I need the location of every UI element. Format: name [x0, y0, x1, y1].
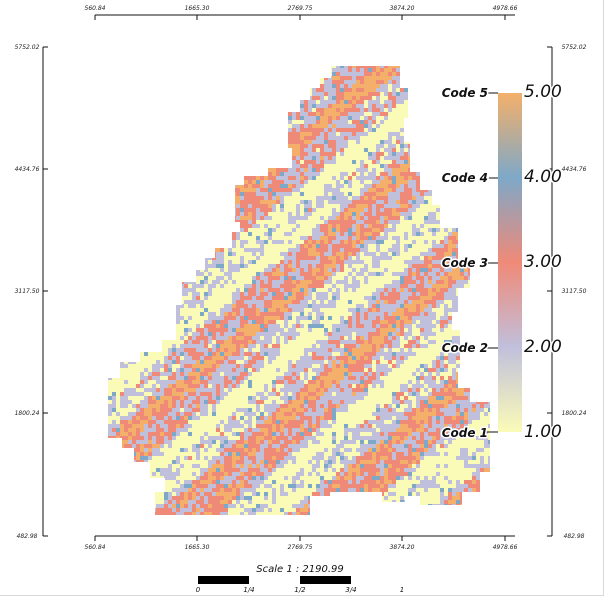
legend-code-1: Code 1: [442, 426, 488, 440]
x-ticks-bottom: 560.84 1665.30 2769.75 3874.20 4978.66: [85, 536, 518, 551]
scale-segment-2: [249, 576, 300, 584]
legend-value-1: 1.00: [524, 422, 562, 442]
x-tick-top-1: 1665.30: [185, 5, 210, 20]
y-tick-right-1: 4434.76: [547, 166, 587, 173]
scale-tick-2: 1/2: [294, 586, 306, 594]
x-tick-top-2: 2769.75: [288, 5, 313, 20]
x-tick-top-3: 3874.20: [390, 5, 415, 20]
x-tick-bottom-2: 2769.75: [288, 536, 313, 551]
x-tick-top-4: 4978.66: [493, 5, 518, 20]
raster-region: [108, 66, 490, 515]
legend-entry-3: Code 3 3.00: [440, 251, 563, 274]
x-tick-bottom-1: 1665.30: [185, 536, 210, 551]
legend-entry-4: Code 4 4.00: [440, 166, 563, 189]
legend: Code 5 5.00 Code 4 4.00 Code 3 3.00 Code…: [440, 81, 563, 444]
y-ticks-right: 5752.02 4434.76 3117.50 1800.24 482.98: [547, 44, 587, 540]
legend-code-5: Code 5: [442, 86, 488, 100]
legend-entry-5: Code 5 5.00: [440, 81, 563, 104]
scale-label: Scale 1 : 2190.99: [256, 564, 344, 575]
legend-value-5: 5.00: [524, 82, 562, 102]
scale-segment-1: [198, 576, 249, 584]
scale-segment-4: [351, 576, 402, 584]
x-ticks-top: 560.84 1665.30 2769.75 3874.20 4978.66: [85, 5, 518, 20]
y-tick-right-3: 1800.24: [547, 410, 587, 417]
scale-segment-3: [300, 576, 351, 584]
legend-code-3: Code 3: [442, 256, 488, 270]
x-tick-bottom-3: 3874.20: [390, 536, 415, 551]
scale-tick-1: 1/4: [243, 586, 254, 594]
y-tick-right-4: 482.98: [547, 533, 585, 540]
scale-tick-0: 0: [196, 586, 201, 594]
x-tick-bottom-0: 560.84: [85, 536, 106, 551]
legend-value-4: 4.00: [524, 167, 562, 187]
y-tick-right-2: 3117.50: [547, 288, 587, 295]
y-ticks-left: 5752.02 4434.76 3117.50 1800.24 482.98: [15, 44, 48, 540]
legend-color-bar: [498, 93, 522, 432]
legend-entry-1: Code 1 1.00: [440, 421, 563, 444]
x-tick-top-0: 560.84: [85, 5, 106, 20]
y-tick-right-0: 5752.02: [547, 44, 587, 51]
y-tick-left-4: 482.98: [17, 533, 48, 540]
y-tick-left-2: 3117.50: [15, 288, 48, 295]
y-tick-left-3: 1800.24: [15, 410, 48, 417]
scale-tick-3: 3/4: [345, 586, 356, 594]
x-tick-bottom-4: 4978.66: [493, 536, 518, 551]
legend-entry-2: Code 2 2.00: [440, 336, 563, 359]
legend-value-2: 2.00: [524, 337, 562, 357]
y-tick-left-0: 5752.02: [15, 44, 48, 51]
legend-value-3: 3.00: [524, 252, 562, 272]
y-tick-left-1: 4434.76: [15, 166, 48, 173]
scale-tick-4: 1: [400, 586, 404, 594]
legend-code-2: Code 2: [442, 341, 488, 355]
scale-bar: Scale 1 : 2190.99 0 1/4 1/2 3/4 1: [196, 564, 404, 594]
legend-code-4: Code 4: [442, 171, 488, 185]
